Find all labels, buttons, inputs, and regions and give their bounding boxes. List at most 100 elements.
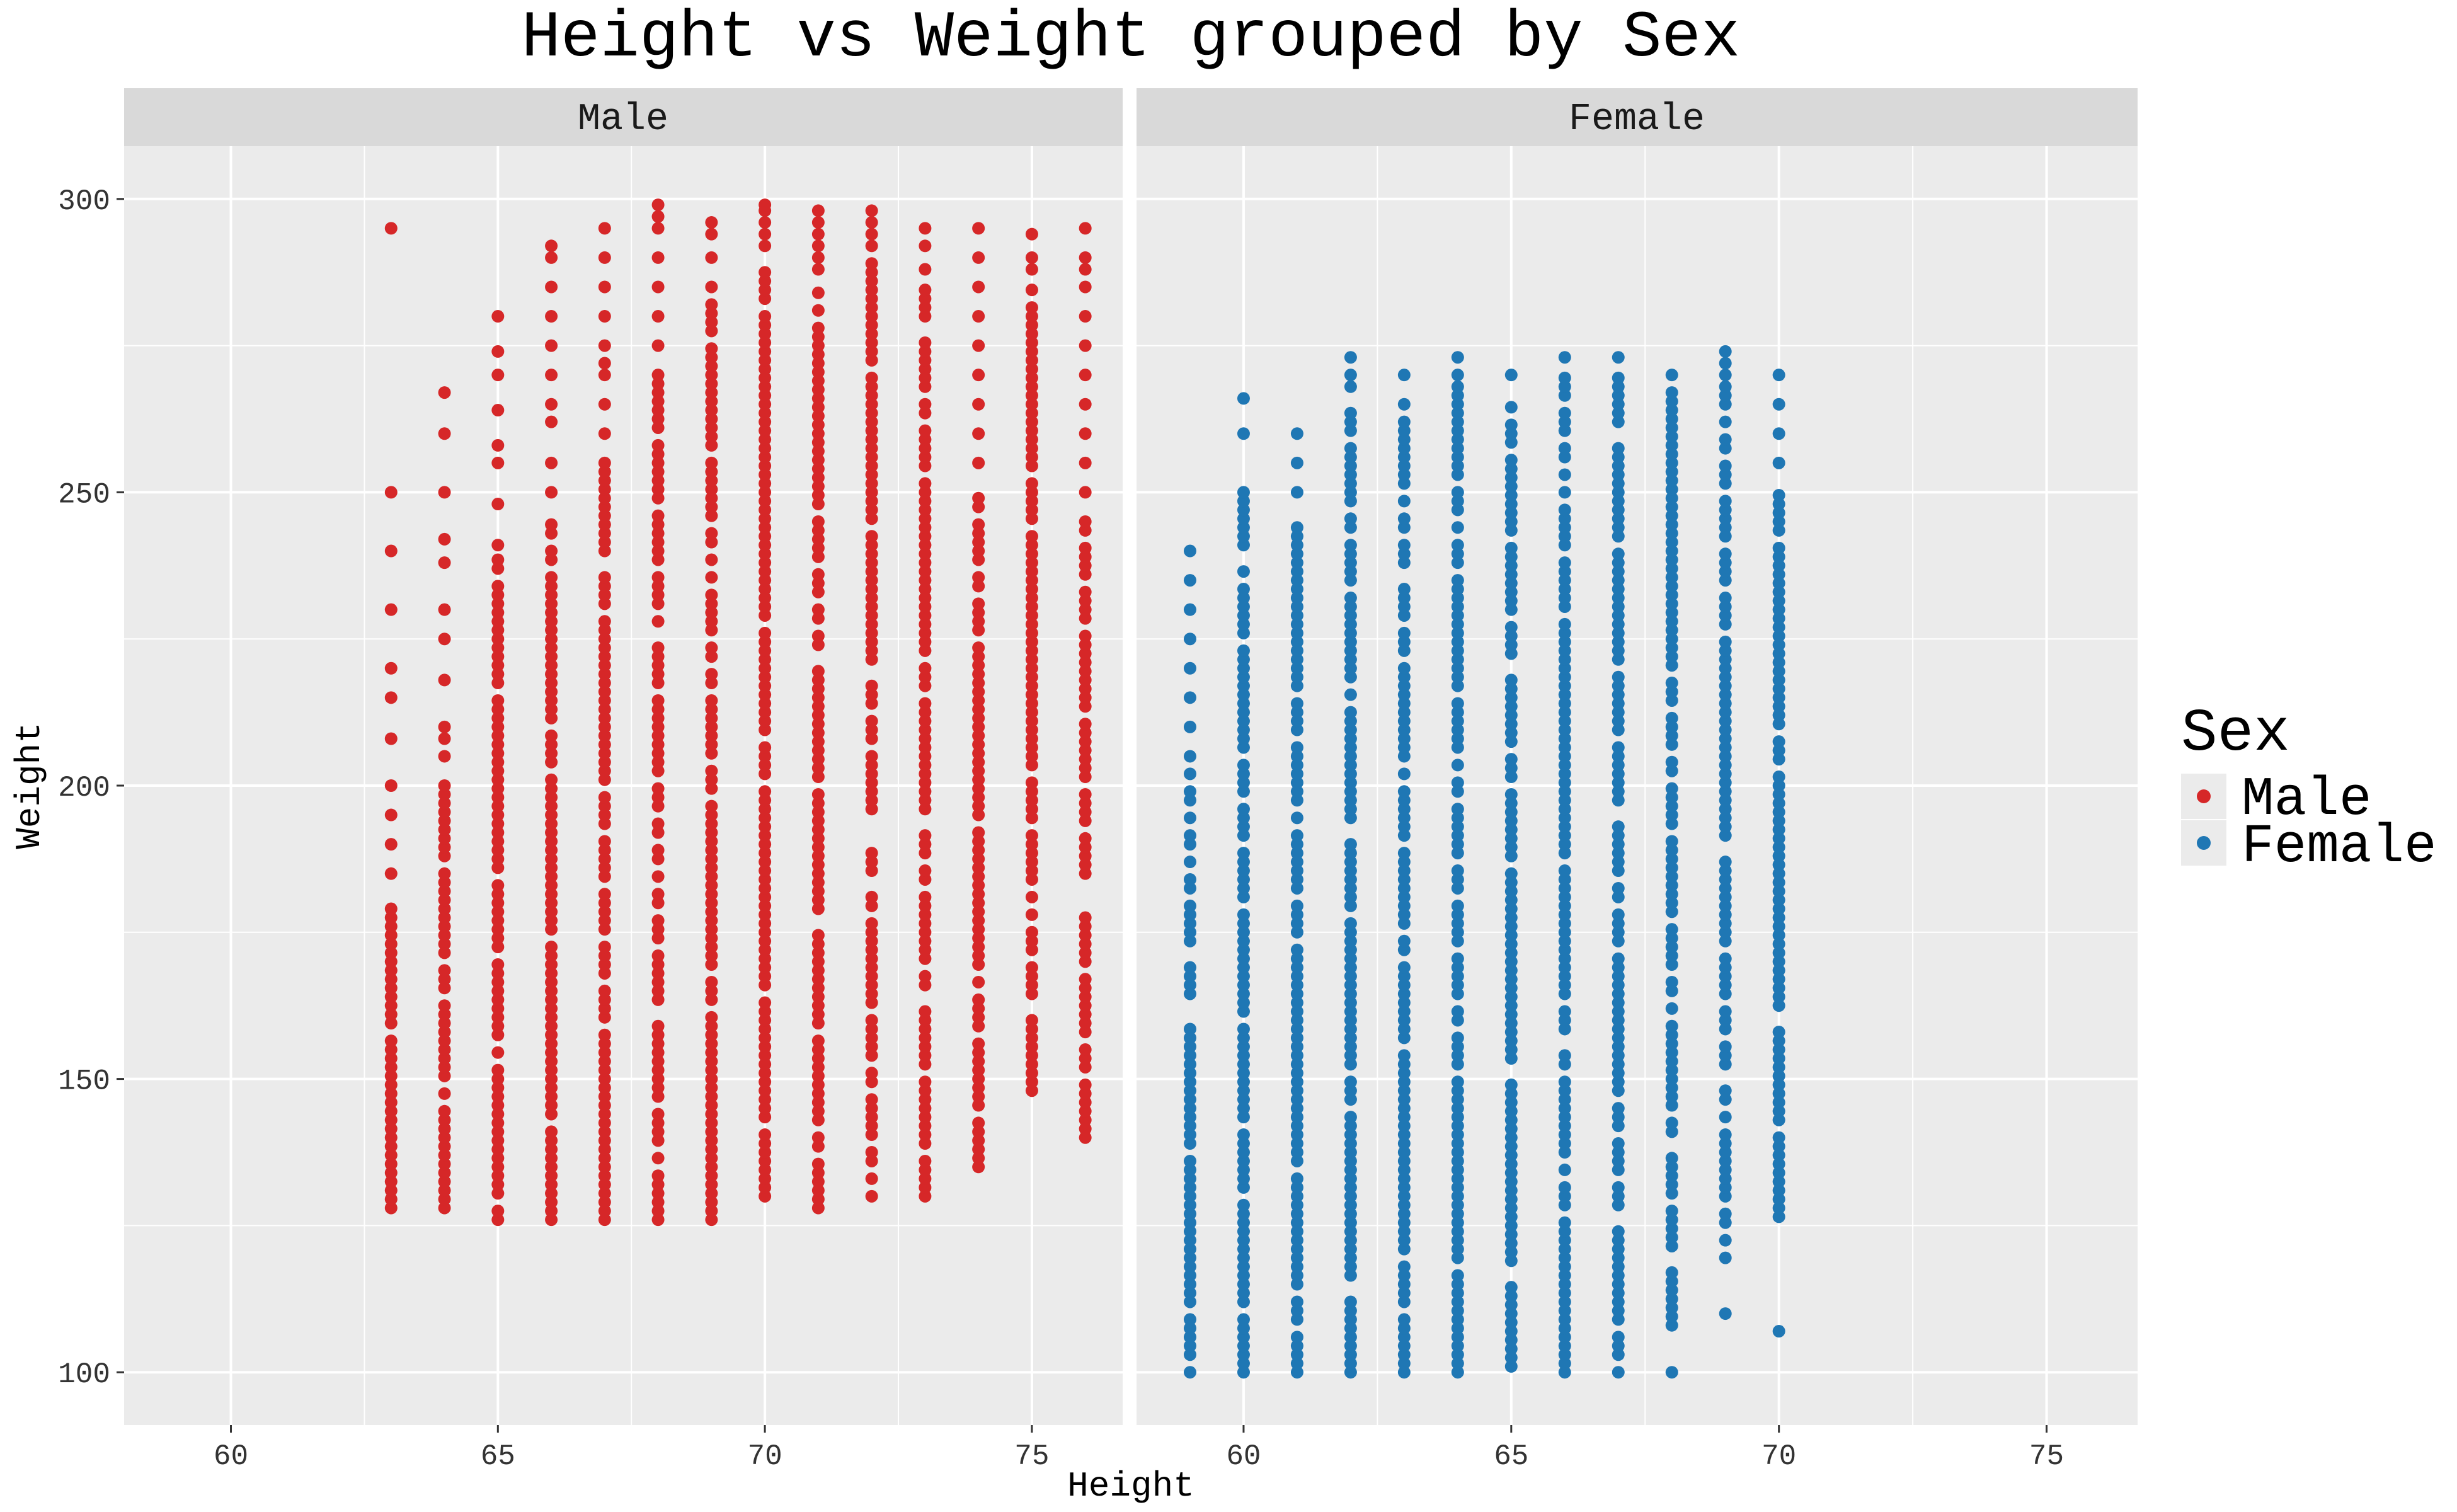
data-point-female	[1344, 415, 1357, 428]
data-point-female	[1665, 932, 1678, 945]
data-point-male	[705, 456, 718, 469]
data-point-female	[1719, 477, 1732, 490]
data-point-male	[1079, 832, 1092, 845]
data-point-male	[598, 1081, 611, 1094]
data-point-male	[811, 216, 825, 229]
data-point-female	[1665, 958, 1678, 971]
data-point-female	[1504, 876, 1518, 889]
data-point-male	[598, 1099, 611, 1112]
chart-title: Height vs Weight grouped by Sex	[522, 1, 1741, 76]
data-point-male	[384, 838, 398, 851]
data-point-male	[545, 782, 558, 795]
data-point-female	[1237, 803, 1250, 816]
data-point-female	[1237, 539, 1250, 552]
data-point-male	[491, 456, 505, 469]
data-point-female	[1290, 1075, 1303, 1089]
data-point-female	[1344, 776, 1357, 789]
data-point-male	[491, 624, 505, 637]
data-point-male	[491, 694, 505, 707]
data-point-male	[705, 413, 718, 426]
data-point-male	[598, 650, 611, 663]
data-point-male	[759, 477, 772, 490]
data-point-female	[1612, 697, 1625, 710]
data-point-female	[1612, 1075, 1625, 1089]
data-point-female	[1237, 970, 1250, 983]
data-point-female	[1451, 635, 1464, 648]
data-point-female	[1397, 741, 1411, 754]
data-point-male	[811, 239, 825, 253]
data-point-female	[1451, 917, 1464, 930]
data-point-male	[1025, 890, 1038, 903]
data-point-male	[705, 764, 718, 777]
data-point-female	[1665, 764, 1678, 777]
data-point-male	[545, 1160, 558, 1174]
data-point-female	[1397, 785, 1411, 798]
data-point-male	[972, 799, 985, 813]
data-point-male	[705, 711, 718, 724]
data-point-female	[1665, 1019, 1678, 1033]
data-point-male	[759, 829, 772, 842]
data-point-female	[1612, 609, 1625, 622]
data-point-female	[1558, 486, 1571, 499]
data-point-male	[759, 820, 772, 833]
data-point-female	[1451, 1154, 1464, 1167]
data-point-male	[1025, 1084, 1038, 1097]
data-point-male	[545, 1196, 558, 1209]
data-point-female	[1237, 1022, 1250, 1036]
data-point-female	[1612, 908, 1625, 921]
data-point-male	[705, 404, 718, 417]
data-point-male	[491, 1116, 505, 1130]
data-point-female	[1665, 624, 1678, 637]
data-point-female	[1504, 1290, 1518, 1303]
data-point-male	[972, 310, 985, 323]
data-point-male	[759, 398, 772, 411]
data-point-female	[1612, 1295, 1625, 1309]
data-point-female	[1612, 776, 1625, 789]
data-point-male	[1079, 1060, 1092, 1074]
data-point-male	[1025, 679, 1038, 692]
data-point-female	[1772, 1034, 1785, 1048]
data-point-female	[1719, 468, 1732, 481]
data-point-male	[1025, 987, 1038, 1000]
data-point-male	[598, 251, 611, 264]
data-point-female	[1772, 788, 1785, 801]
data-point-female	[1344, 565, 1357, 578]
data-point-male	[811, 735, 825, 748]
data-point-male	[491, 404, 505, 417]
data-point-male	[1079, 1122, 1092, 1135]
data-point-female	[1665, 633, 1678, 646]
data-point-female	[1290, 838, 1303, 851]
data-point-female	[1237, 952, 1250, 965]
data-point-male	[1079, 585, 1092, 598]
data-point-female	[1504, 1026, 1518, 1039]
data-point-male	[438, 929, 451, 942]
data-point-female	[1183, 1093, 1196, 1106]
data-point-female	[1290, 1348, 1303, 1361]
data-point-male	[438, 1034, 451, 1048]
data-point-female	[1290, 847, 1303, 860]
data-point-male	[865, 512, 878, 525]
data-point-male	[1025, 662, 1038, 675]
data-point-male	[1079, 594, 1092, 607]
data-point-female	[1237, 512, 1250, 525]
data-point-female	[1612, 1278, 1625, 1291]
data-point-female	[1719, 829, 1732, 842]
data-point-female	[1558, 442, 1571, 455]
data-point-male	[865, 468, 878, 481]
data-point-male	[598, 914, 611, 927]
data-point-male	[651, 447, 665, 461]
data-point-male	[811, 1113, 825, 1126]
data-point-male	[438, 1043, 451, 1057]
data-point-female	[1504, 1078, 1518, 1091]
data-point-female	[1665, 659, 1678, 672]
data-point-male	[972, 782, 985, 795]
data-point-female	[1290, 530, 1303, 543]
data-point-female	[1719, 688, 1732, 701]
data-point-male	[919, 917, 932, 930]
data-point-male	[384, 732, 398, 745]
data-point-male	[759, 670, 772, 684]
data-point-female	[1290, 811, 1303, 825]
data-point-male	[598, 896, 611, 910]
data-point-female	[1451, 1172, 1464, 1185]
data-point-male	[1079, 858, 1092, 871]
